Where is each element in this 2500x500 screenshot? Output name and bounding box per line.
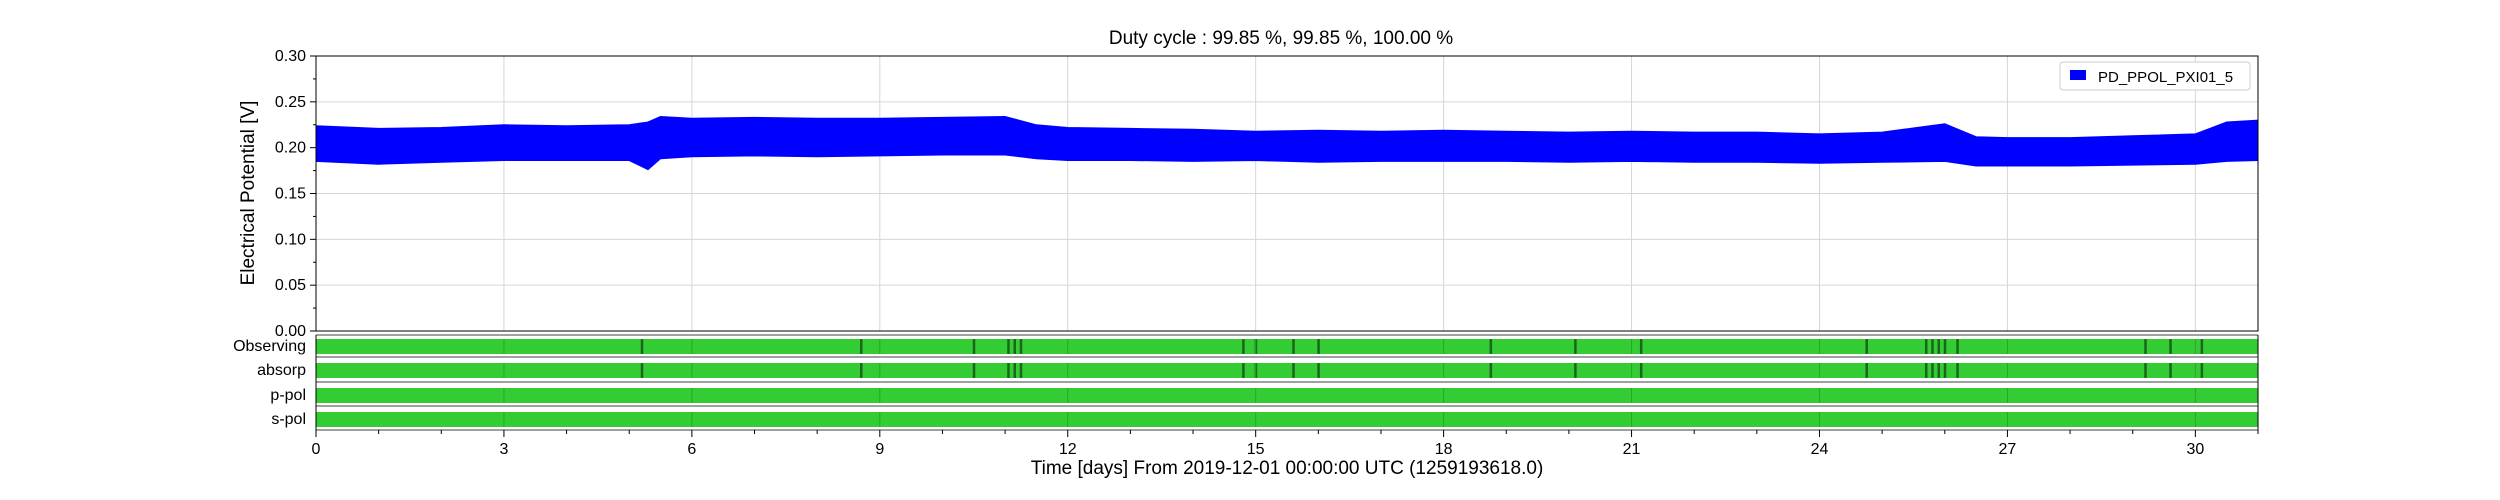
segment-gap bbox=[2200, 363, 2204, 378]
segment-gap bbox=[2169, 363, 2172, 378]
segment-gap bbox=[1242, 363, 1245, 378]
segment-gap bbox=[1943, 363, 1947, 378]
segment-row-label: Observing bbox=[233, 338, 306, 355]
segment-gap bbox=[1639, 339, 1643, 354]
segment-gap bbox=[1007, 363, 1010, 378]
segment-gap bbox=[1489, 363, 1493, 378]
segment-row-label: s-pol bbox=[271, 411, 306, 428]
legend-frame bbox=[2059, 61, 2251, 91]
legend-label: PD_PPOL_PXI01_5 bbox=[2098, 69, 2233, 86]
x-tick-label: 24 bbox=[1811, 441, 1829, 458]
x-ticks: 0 3 6 9 12 15 18 21 24 27 30 bbox=[312, 430, 2259, 458]
segment-gap bbox=[1931, 339, 1934, 354]
main-plot-area: 0.00 0.05 0.10 0.15 0.20 0.25 0.30 bbox=[275, 48, 2259, 340]
x-tick-label: 27 bbox=[1999, 441, 2017, 458]
segment-gap bbox=[1937, 339, 1941, 354]
y-tick-label: 0.30 bbox=[275, 48, 306, 65]
segment-gap bbox=[1924, 339, 1928, 354]
segment-gap bbox=[1019, 339, 1023, 354]
segment-gap bbox=[1013, 339, 1016, 354]
segment-rows: Observing absorp p-pol s-pol bbox=[233, 334, 2259, 431]
x-tick-label: 30 bbox=[2186, 441, 2204, 458]
legend-swatch bbox=[2070, 70, 2086, 80]
segment-row: s-pol bbox=[271, 411, 2258, 428]
segment-gap bbox=[1574, 363, 1577, 378]
segment-row: absorp bbox=[257, 362, 2258, 379]
segment-row-label: absorp bbox=[257, 362, 306, 379]
segment-gap bbox=[860, 363, 863, 378]
segment-gap bbox=[1317, 363, 1320, 378]
chart-title: Duty cycle : 99.85 %, 99.85 %, 100.00 % bbox=[1109, 28, 1453, 49]
x-tick-label: 3 bbox=[499, 441, 508, 458]
segment-gap bbox=[1865, 363, 1868, 378]
y-tick-label: 0.20 bbox=[275, 140, 306, 157]
segment-row: Observing bbox=[233, 338, 2258, 355]
segment-row: p-pol bbox=[270, 387, 2258, 404]
segment-bar bbox=[316, 388, 2258, 403]
x-tick-label: 18 bbox=[1435, 441, 1453, 458]
segment-gap bbox=[2144, 363, 2147, 378]
y-tick-label: 0.10 bbox=[275, 231, 306, 248]
segment-gap bbox=[1489, 339, 1493, 354]
segment-bar bbox=[316, 412, 2258, 427]
x-tick-label: 15 bbox=[1247, 441, 1265, 458]
segment-gap bbox=[1007, 339, 1010, 354]
segment-gap bbox=[1317, 339, 1320, 354]
segment-gap bbox=[1292, 339, 1295, 354]
segment-gap bbox=[1943, 339, 1947, 354]
y-tick-label: 0.00 bbox=[275, 323, 306, 340]
segment-gap bbox=[1931, 363, 1934, 378]
segment-gap bbox=[1013, 363, 1016, 378]
segment-gap bbox=[1956, 339, 1959, 354]
y-axis-label: Electrical Potential [V] bbox=[238, 101, 259, 286]
x-tick-label: 12 bbox=[1059, 441, 1077, 458]
segment-gap bbox=[972, 339, 976, 354]
segment-bar bbox=[316, 339, 2258, 354]
segment-gap bbox=[640, 339, 644, 354]
y-tick-label: 0.05 bbox=[275, 277, 306, 294]
segment-gap bbox=[1019, 363, 1023, 378]
segment-gap bbox=[1924, 363, 1928, 378]
y-tick-label: 0.25 bbox=[275, 94, 306, 111]
segment-gap bbox=[2200, 339, 2204, 354]
segment-gap bbox=[1865, 339, 1868, 354]
legend: PD_PPOL_PXI01_5 bbox=[2059, 61, 2251, 91]
segment-gap bbox=[1574, 339, 1577, 354]
segment-gap bbox=[860, 339, 863, 354]
segment-gap bbox=[1639, 363, 1643, 378]
x-axis-label: Time [days] From 2019-12-01 00:00:00 UTC… bbox=[1031, 458, 1544, 479]
x-tick-label: 9 bbox=[875, 441, 884, 458]
segment-gap bbox=[1292, 363, 1295, 378]
segment-gap bbox=[1242, 339, 1245, 354]
segment-gap bbox=[2169, 339, 2172, 354]
x-tick-label: 6 bbox=[687, 441, 696, 458]
segment-bar bbox=[316, 363, 2258, 378]
segment-gap bbox=[640, 363, 644, 378]
segment-gap bbox=[2144, 339, 2147, 354]
plot-frame bbox=[315, 55, 2259, 332]
segment-gap bbox=[1937, 363, 1941, 378]
segment-gap bbox=[972, 363, 976, 378]
x-tick-label: 21 bbox=[1623, 441, 1641, 458]
segment-gap bbox=[1956, 363, 1959, 378]
y-ticks: 0.00 0.05 0.10 0.15 0.20 0.25 0.30 bbox=[275, 48, 316, 340]
y-tick-label: 0.15 bbox=[275, 186, 306, 203]
segment-row-label: p-pol bbox=[270, 387, 306, 404]
x-tick-label: 0 bbox=[312, 441, 321, 458]
